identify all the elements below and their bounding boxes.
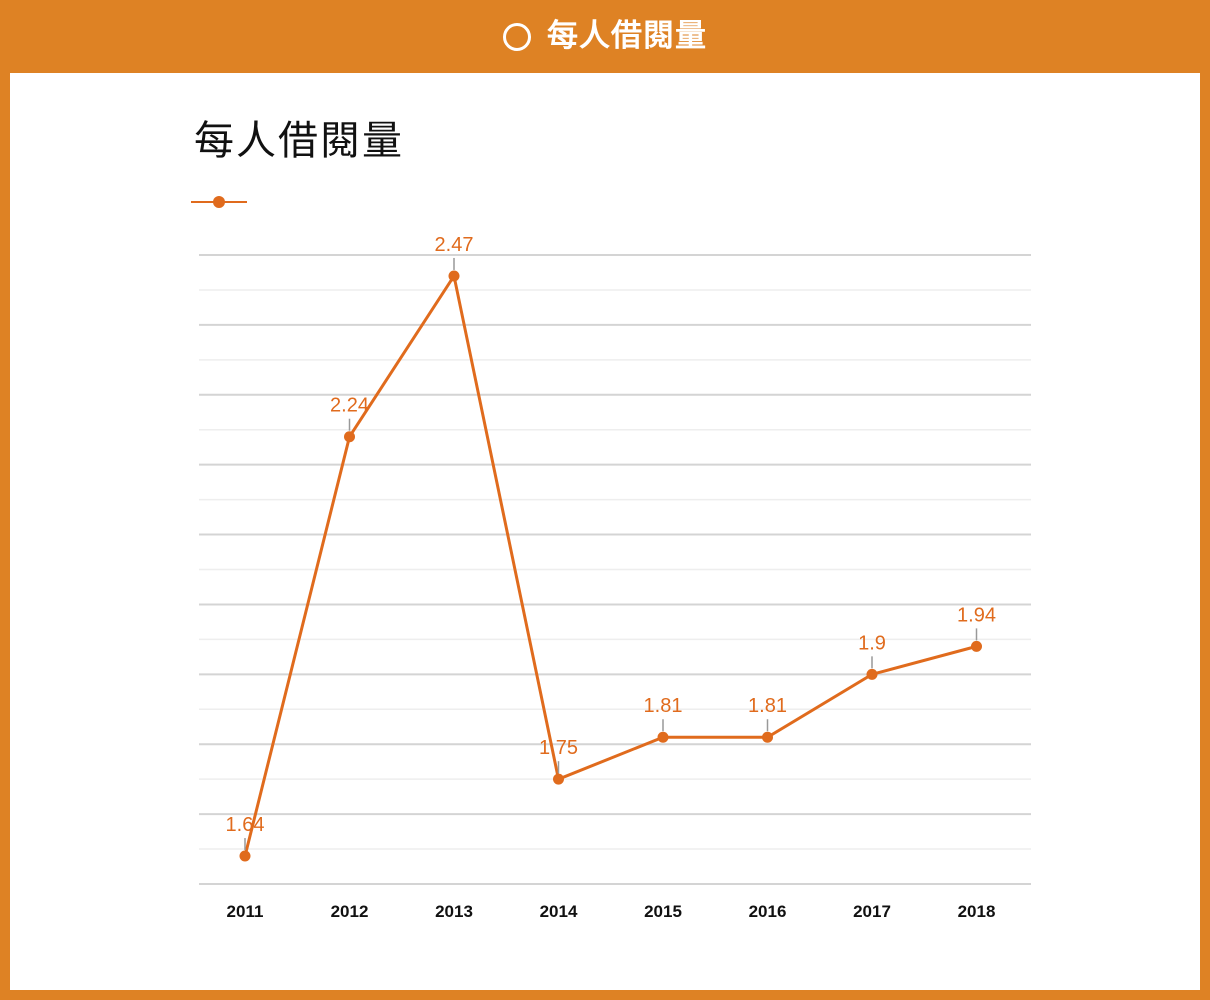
data-point: [344, 431, 355, 443]
x-axis-tick-label: 2012: [331, 902, 369, 921]
legend-marker-icon: [213, 196, 225, 208]
legend: [191, 193, 247, 211]
x-axis-tick-label: 2014: [540, 902, 578, 921]
data-point: [971, 640, 982, 652]
data-label: 1.75: [539, 737, 578, 759]
data-label: 2.24: [330, 395, 369, 417]
data-point: [239, 850, 251, 862]
data-point: [657, 731, 669, 743]
data-label: 2.47: [435, 234, 474, 256]
chart-title: 每人借閱量: [194, 118, 404, 164]
data-point: [553, 773, 564, 785]
x-axis-tick-label: 2013: [435, 902, 473, 921]
circle-icon: [503, 22, 531, 51]
data-point: [448, 270, 460, 282]
data-label: 1.9: [858, 632, 886, 654]
data-point: [866, 668, 878, 680]
line-chart: 1.64 2.24 2.47 1.75 1.81 1.81 1.9 1.94 2011 2012 2…: [199, 234, 1031, 921]
x-axis-tick-label: 2016: [749, 902, 787, 921]
data-label: 1.81: [748, 695, 787, 717]
x-axis-tick-label: 2018: [958, 902, 996, 921]
x-axis-tick-label: 2011: [227, 902, 264, 921]
header-title: 每人借閱量: [547, 18, 707, 54]
data-label: 1.64: [226, 814, 265, 836]
x-axis-tick-label: 2015: [644, 902, 682, 921]
x-axis-tick-label: 2017: [853, 902, 891, 921]
series-line: [243, 272, 977, 857]
data-point: [762, 731, 773, 743]
data-label: 1.81: [644, 695, 683, 717]
chart-panel: 1.64 2.24 2.47 1.75 1.81 1.81 1.9 1.94 2011 2012 2…: [10, 73, 1200, 990]
header-bar: 每人借閱量: [0, 0, 1210, 73]
data-label: 1.94: [957, 604, 996, 626]
